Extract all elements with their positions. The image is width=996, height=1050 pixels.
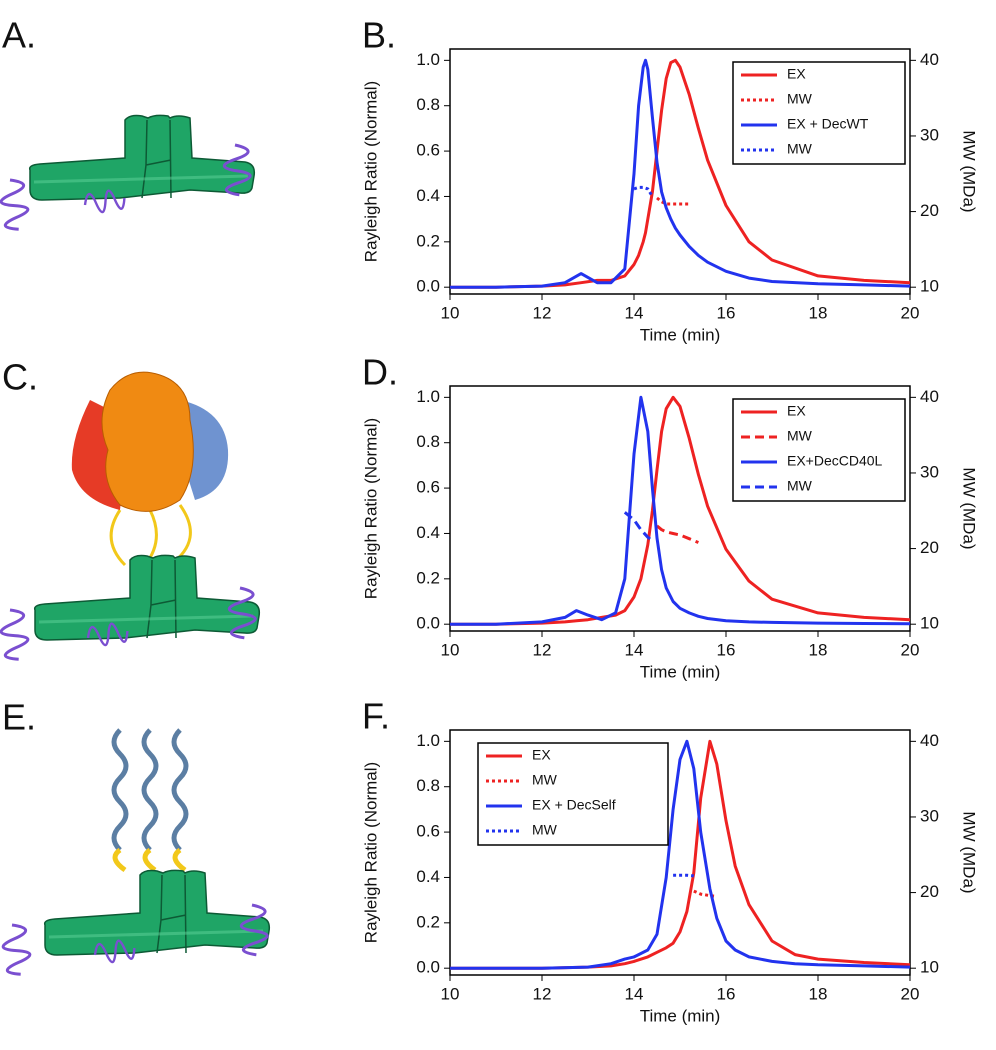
x-tick-label: 18 — [809, 303, 828, 322]
x-tick-label: 12 — [533, 984, 552, 1003]
x-axis-title: Time (min) — [640, 1006, 721, 1025]
legend-label: MW — [787, 141, 813, 157]
y2-tick-label: 20 — [920, 538, 939, 557]
y-axis-title: Rayleigh Ratio (Normal) — [361, 762, 380, 943]
series-line — [633, 185, 654, 198]
x-tick-label: 10 — [441, 640, 460, 659]
y2-tick-label: 40 — [920, 731, 939, 750]
y-tick-label: 0.8 — [416, 776, 440, 795]
y2-axis-title: MW (MDa) — [960, 467, 979, 549]
x-tick-label: 18 — [809, 984, 828, 1003]
x-tick-label: 12 — [533, 640, 552, 659]
legend-label: MW — [787, 91, 813, 107]
legend-label: MW — [787, 478, 813, 494]
x-tick-label: 14 — [625, 984, 644, 1003]
y-tick-label: 0.4 — [416, 523, 440, 542]
y2-axis-title: MW (MDa) — [960, 811, 979, 893]
y2-tick-label: 40 — [920, 387, 939, 406]
x-tick-label: 12 — [533, 303, 552, 322]
legend-box — [477, 742, 669, 846]
series-line — [656, 524, 699, 544]
y-tick-label: 1.0 — [416, 731, 440, 750]
series-line — [673, 873, 694, 878]
legend-label: MW — [532, 772, 558, 788]
y2-tick-label: 40 — [920, 50, 939, 69]
legend-label: EX+DecCD40L — [787, 453, 883, 469]
legend-label: EX — [787, 66, 806, 82]
x-tick-label: 20 — [901, 303, 920, 322]
series-line — [656, 196, 690, 206]
x-tick-label: 16 — [717, 303, 736, 322]
y-tick-label: 0.0 — [416, 614, 440, 633]
x-tick-label: 20 — [901, 640, 920, 659]
series-line — [623, 511, 654, 543]
x-axis-title: Time (min) — [640, 662, 721, 681]
y-axis-title: Rayleigh Ratio (Normal) — [361, 81, 380, 262]
legend-label: EX — [532, 747, 551, 763]
y2-tick-label: 10 — [920, 277, 939, 296]
series-line — [450, 395, 911, 626]
x-tick-label: 14 — [625, 640, 644, 659]
series-line — [693, 889, 717, 898]
panel-label: E. — [2, 697, 36, 738]
illustration-e — [0, 728, 271, 978]
series-line — [450, 395, 911, 626]
y-tick-label: 0.8 — [416, 432, 440, 451]
legend-label: MW — [532, 822, 558, 838]
y2-tick-label: 30 — [920, 125, 939, 144]
y-tick-label: 0.4 — [416, 867, 440, 886]
y2-tick-label: 10 — [920, 614, 939, 633]
x-tick-label: 16 — [717, 984, 736, 1003]
panel-label: A. — [2, 15, 36, 56]
y-tick-label: 0.2 — [416, 231, 440, 250]
y-tick-label: 0.8 — [416, 95, 440, 114]
panel-label: B. — [362, 15, 396, 56]
plot-frame — [449, 48, 911, 295]
panel-label: F. — [362, 696, 390, 737]
x-tick-label: 14 — [625, 303, 644, 322]
x-tick-label: 18 — [809, 640, 828, 659]
panel-label: C. — [2, 357, 38, 398]
y-tick-label: 0.6 — [416, 478, 440, 497]
x-tick-label: 20 — [901, 984, 920, 1003]
series-line — [450, 739, 911, 970]
y-axis-title: Rayleigh Ratio (Normal) — [361, 418, 380, 599]
x-axis-title: Time (min) — [640, 325, 721, 344]
series-line — [450, 58, 911, 289]
y-tick-label: 1.0 — [416, 387, 440, 406]
legend-label: MW — [787, 428, 813, 444]
legend-label: EX + DecSelf — [532, 797, 616, 813]
y2-tick-label: 20 — [920, 882, 939, 901]
legend-label: EX + DecWT — [787, 116, 869, 132]
y2-tick-label: 20 — [920, 201, 939, 220]
x-tick-label: 10 — [441, 303, 460, 322]
y2-tick-label: 30 — [920, 806, 939, 825]
y-tick-label: 0.4 — [416, 186, 440, 205]
legend-box — [732, 398, 906, 502]
plot-frame — [449, 729, 911, 976]
illustration-c — [0, 371, 261, 663]
y-tick-label: 0.2 — [416, 912, 440, 931]
illustration-a — [0, 113, 256, 233]
y2-tick-label: 30 — [920, 462, 939, 481]
plot-frame — [449, 385, 911, 632]
y-tick-label: 1.0 — [416, 50, 440, 69]
y-tick-label: 0.6 — [416, 141, 440, 160]
legend-label: EX — [787, 403, 806, 419]
x-tick-label: 10 — [441, 984, 460, 1003]
y-tick-label: 0.2 — [416, 568, 440, 587]
y-tick-label: 0.6 — [416, 822, 440, 841]
panel-label: D. — [362, 352, 398, 393]
x-tick-label: 16 — [717, 640, 736, 659]
y2-tick-label: 10 — [920, 958, 939, 977]
y-tick-label: 0.0 — [416, 277, 440, 296]
legend-box — [732, 61, 906, 165]
series-line — [450, 739, 911, 970]
y2-axis-title: MW (MDa) — [960, 130, 979, 212]
y-tick-label: 0.0 — [416, 958, 440, 977]
